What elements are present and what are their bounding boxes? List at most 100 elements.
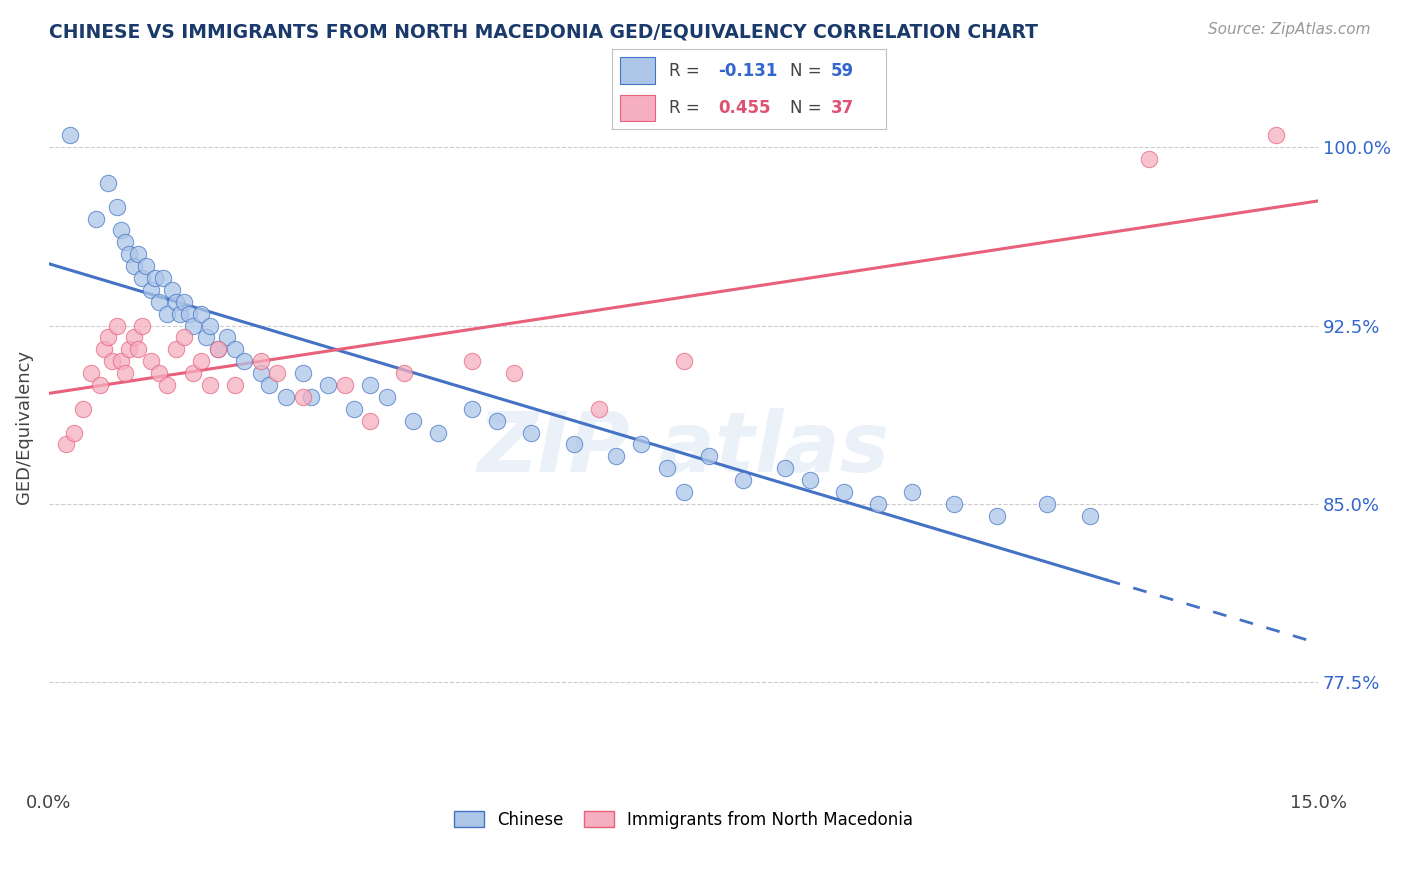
Point <box>943 497 966 511</box>
Point <box>461 354 484 368</box>
Point <box>84 211 107 226</box>
Point <box>181 318 204 333</box>
Point <box>215 330 238 344</box>
Point <box>80 366 103 380</box>
Text: 0.455: 0.455 <box>718 99 770 117</box>
Point <box>114 235 136 250</box>
Point <box>986 508 1008 523</box>
Point <box>59 128 82 143</box>
Point <box>672 485 695 500</box>
Point <box>1264 128 1286 143</box>
Point <box>165 343 187 357</box>
Point <box>316 378 339 392</box>
Point <box>190 354 212 368</box>
Point <box>143 271 166 285</box>
Text: Source: ZipAtlas.com: Source: ZipAtlas.com <box>1208 22 1371 37</box>
Legend: Chinese, Immigrants from North Macedonia: Chinese, Immigrants from North Macedonia <box>447 804 920 835</box>
Point <box>169 307 191 321</box>
Point <box>249 366 271 380</box>
Point <box>672 354 695 368</box>
Point <box>156 378 179 392</box>
Point <box>105 200 128 214</box>
Point <box>773 461 796 475</box>
Point <box>122 330 145 344</box>
Point <box>89 378 111 392</box>
Text: 37: 37 <box>831 99 855 117</box>
Point <box>148 366 170 380</box>
Text: N =: N = <box>790 62 827 79</box>
Point <box>72 401 94 416</box>
Point <box>63 425 86 440</box>
Point <box>1137 152 1160 166</box>
Point <box>655 461 678 475</box>
Point <box>198 378 221 392</box>
Point <box>122 259 145 273</box>
FancyBboxPatch shape <box>620 57 655 84</box>
Point <box>394 366 416 380</box>
Point <box>360 378 382 392</box>
Point <box>697 450 720 464</box>
Point <box>274 390 297 404</box>
Point <box>299 390 322 404</box>
Point <box>588 401 610 416</box>
Point <box>461 401 484 416</box>
Point <box>105 318 128 333</box>
Point <box>333 378 356 392</box>
Point <box>901 485 924 500</box>
Point <box>486 414 509 428</box>
Point <box>101 354 124 368</box>
Point <box>139 283 162 297</box>
Point <box>127 247 149 261</box>
Point <box>110 354 132 368</box>
Point <box>148 294 170 309</box>
Point <box>152 271 174 285</box>
Point <box>799 473 821 487</box>
Point <box>135 259 157 273</box>
Point <box>402 414 425 428</box>
Point <box>291 366 314 380</box>
Point <box>224 378 246 392</box>
Point <box>97 330 120 344</box>
Point <box>190 307 212 321</box>
Point <box>177 307 200 321</box>
FancyBboxPatch shape <box>620 95 655 121</box>
Point <box>834 485 856 500</box>
Point <box>165 294 187 309</box>
Point <box>110 223 132 237</box>
Point <box>360 414 382 428</box>
Point <box>605 450 627 464</box>
Point <box>232 354 254 368</box>
Text: ZIP atlas: ZIP atlas <box>478 408 890 489</box>
Point <box>97 176 120 190</box>
Y-axis label: GED/Equivalency: GED/Equivalency <box>15 350 32 504</box>
Text: 59: 59 <box>831 62 853 79</box>
Point <box>291 390 314 404</box>
Point <box>1036 497 1059 511</box>
Point <box>731 473 754 487</box>
Point <box>139 354 162 368</box>
Point <box>207 343 229 357</box>
Text: R =: R = <box>669 99 706 117</box>
Point <box>1078 508 1101 523</box>
Point <box>630 437 652 451</box>
Point <box>427 425 450 440</box>
Point <box>377 390 399 404</box>
Point <box>249 354 271 368</box>
Point <box>131 271 153 285</box>
Point <box>194 330 217 344</box>
Point <box>131 318 153 333</box>
Point <box>181 366 204 380</box>
Point <box>93 343 115 357</box>
Text: CHINESE VS IMMIGRANTS FROM NORTH MACEDONIA GED/EQUIVALENCY CORRELATION CHART: CHINESE VS IMMIGRANTS FROM NORTH MACEDON… <box>49 22 1038 41</box>
Text: N =: N = <box>790 99 827 117</box>
Point <box>55 437 77 451</box>
Point <box>173 294 195 309</box>
Point <box>266 366 288 380</box>
Point <box>868 497 890 511</box>
Point <box>503 366 526 380</box>
Point <box>257 378 280 392</box>
Point <box>562 437 585 451</box>
Point <box>160 283 183 297</box>
Point <box>127 343 149 357</box>
Text: -0.131: -0.131 <box>718 62 778 79</box>
